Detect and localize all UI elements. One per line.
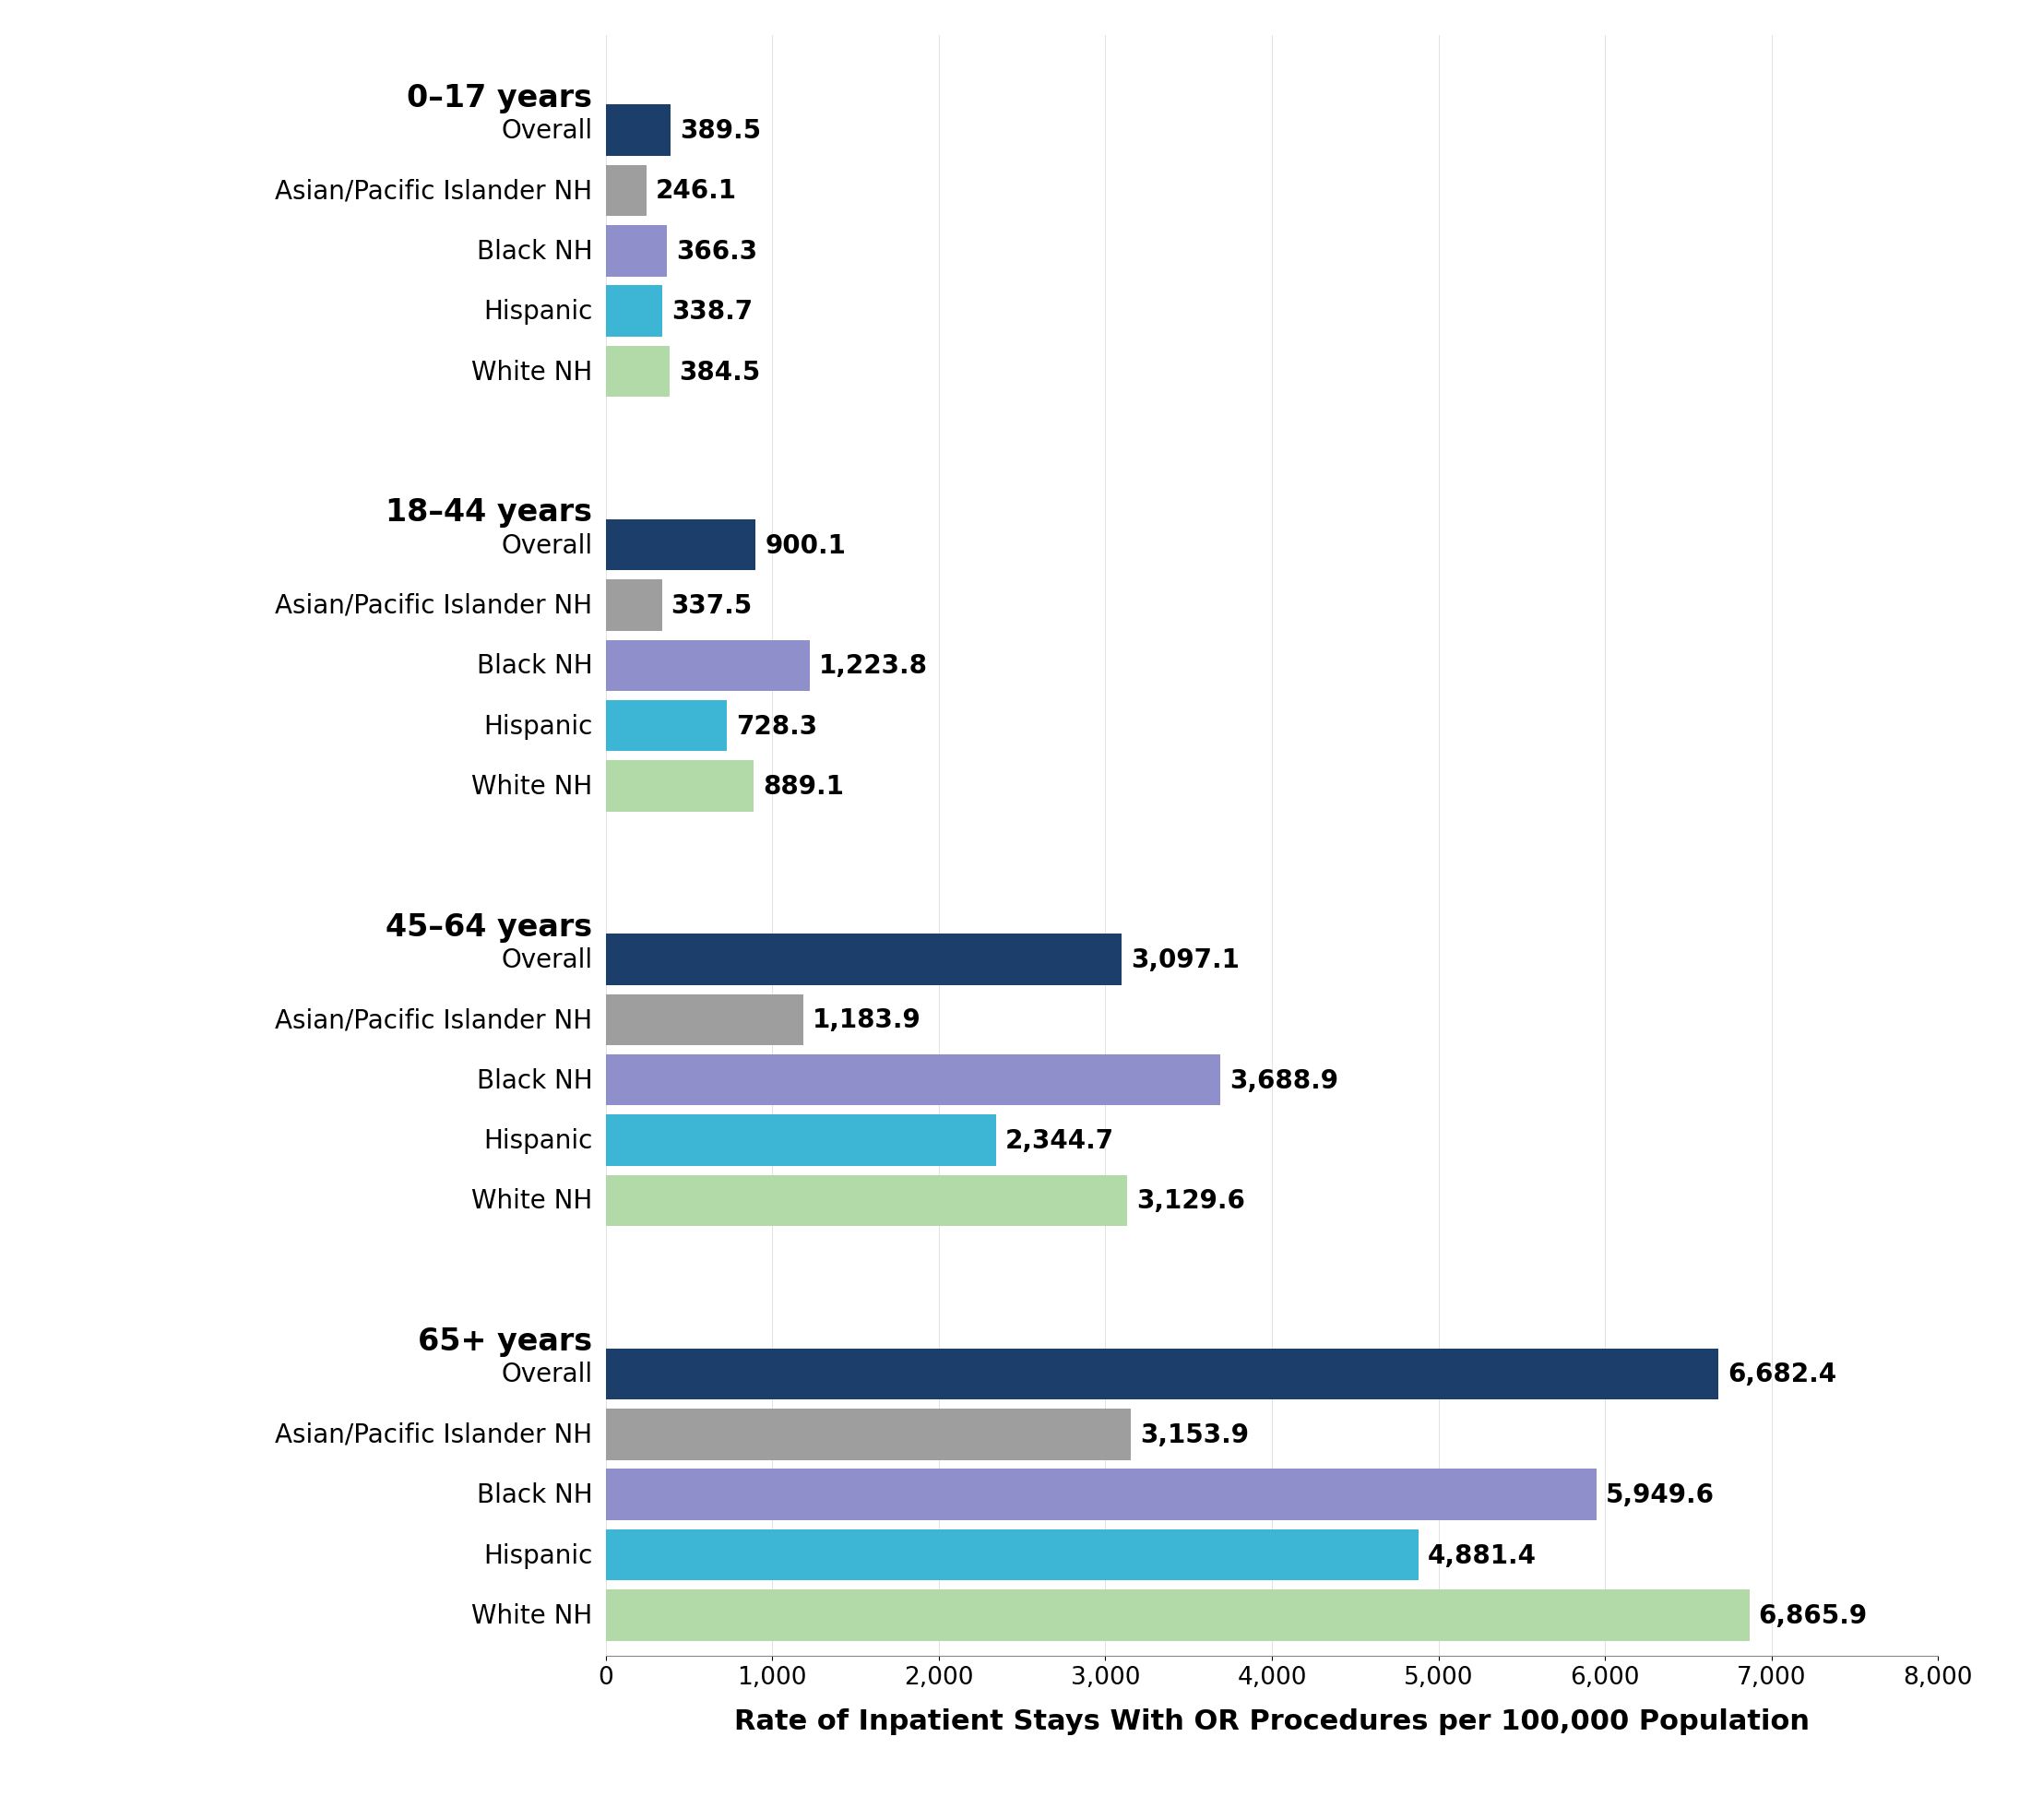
Text: White NH: White NH	[470, 359, 592, 386]
Text: 1,183.9: 1,183.9	[812, 1006, 921, 1034]
Text: White NH: White NH	[470, 774, 592, 799]
Bar	[606, 106, 670, 157]
Bar	[606, 1176, 1127, 1227]
Bar	[606, 521, 755, 571]
Text: 18–44 years: 18–44 years	[386, 497, 592, 528]
Text: Asian/Pacific Islander NH: Asian/Pacific Islander NH	[275, 593, 592, 619]
Text: Hispanic: Hispanic	[483, 1128, 592, 1154]
Bar	[606, 1529, 1419, 1580]
Text: White NH: White NH	[470, 1188, 592, 1214]
Text: 338.7: 338.7	[670, 298, 753, 324]
Text: Black NH: Black NH	[476, 238, 592, 264]
Bar	[606, 166, 646, 217]
Text: 889.1: 889.1	[763, 774, 844, 799]
Bar	[606, 1589, 1748, 1642]
Text: 4,881.4: 4,881.4	[1427, 1542, 1536, 1567]
Bar	[606, 1349, 1718, 1400]
Text: 3,688.9: 3,688.9	[1230, 1067, 1339, 1094]
Text: 384.5: 384.5	[678, 359, 761, 386]
Text: 5,949.6: 5,949.6	[1605, 1481, 1714, 1507]
Text: Overall: Overall	[501, 118, 592, 144]
Text: 3,097.1: 3,097.1	[1131, 946, 1240, 972]
Bar	[606, 1409, 1131, 1460]
Bar	[606, 761, 753, 812]
Text: Black NH: Black NH	[476, 1481, 592, 1507]
Text: 728.3: 728.3	[737, 713, 818, 739]
Text: Hispanic: Hispanic	[483, 298, 592, 324]
Text: 3,153.9: 3,153.9	[1141, 1421, 1250, 1447]
X-axis label: Rate of Inpatient Stays With OR Procedures per 100,000 Population: Rate of Inpatient Stays With OR Procedur…	[735, 1707, 1809, 1734]
Text: 45–64 years: 45–64 years	[386, 912, 592, 941]
Bar	[606, 1116, 995, 1167]
Bar	[606, 701, 727, 752]
Bar	[606, 346, 670, 399]
Text: Asian/Pacific Islander NH: Asian/Pacific Islander NH	[275, 1006, 592, 1034]
Text: 246.1: 246.1	[656, 178, 737, 204]
Text: Black NH: Black NH	[476, 1067, 592, 1094]
Text: 366.3: 366.3	[676, 238, 757, 264]
Bar	[606, 1469, 1597, 1520]
Text: 389.5: 389.5	[680, 118, 761, 144]
Text: 3,129.6: 3,129.6	[1137, 1188, 1246, 1214]
Text: White NH: White NH	[470, 1602, 592, 1629]
Text: Overall: Overall	[501, 533, 592, 559]
Bar	[606, 641, 810, 692]
Text: 337.5: 337.5	[670, 593, 753, 619]
Text: 6,865.9: 6,865.9	[1759, 1602, 1868, 1629]
Bar	[606, 286, 662, 337]
Bar	[606, 934, 1123, 985]
Bar	[606, 581, 662, 632]
Text: 900.1: 900.1	[765, 533, 846, 559]
Bar	[606, 1054, 1219, 1107]
Text: Hispanic: Hispanic	[483, 1542, 592, 1567]
Text: Black NH: Black NH	[476, 653, 592, 679]
Text: Asian/Pacific Islander NH: Asian/Pacific Islander NH	[275, 178, 592, 204]
Text: 2,344.7: 2,344.7	[1005, 1128, 1114, 1154]
Bar	[606, 994, 804, 1046]
Text: Overall: Overall	[501, 1361, 592, 1387]
Text: 1,223.8: 1,223.8	[820, 653, 927, 679]
Text: Overall: Overall	[501, 946, 592, 972]
Text: Asian/Pacific Islander NH: Asian/Pacific Islander NH	[275, 1421, 592, 1447]
Text: 6,682.4: 6,682.4	[1728, 1361, 1837, 1387]
Bar	[606, 226, 666, 277]
Text: 65+ years: 65+ years	[418, 1325, 592, 1356]
Text: Hispanic: Hispanic	[483, 713, 592, 739]
Text: 0–17 years: 0–17 years	[408, 82, 592, 113]
